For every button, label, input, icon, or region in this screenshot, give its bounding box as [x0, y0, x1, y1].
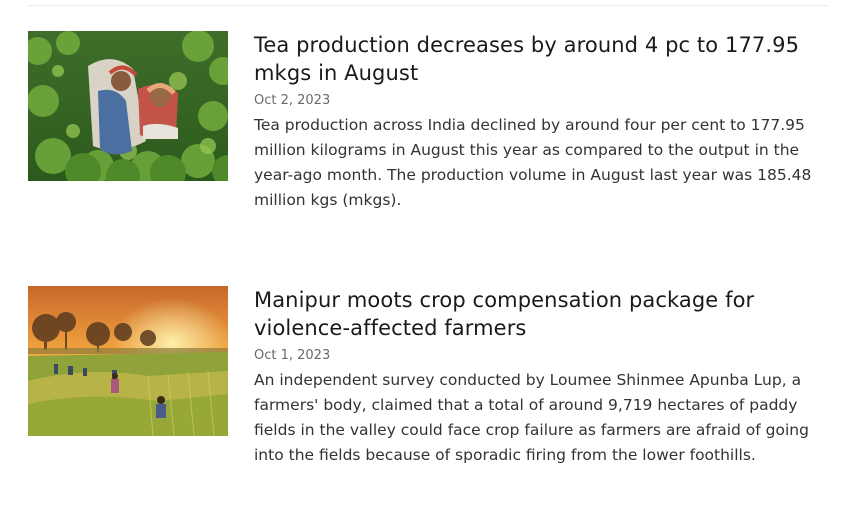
article-title[interactable]: Manipur moots crop compensation package … [254, 288, 755, 340]
article-thumbnail[interactable] [28, 286, 228, 436]
article-content: Tea production decreases by around 4 pc … [254, 31, 828, 213]
article-summary: Tea production across India declined by … [254, 116, 812, 209]
article-content: Manipur moots crop compensation package … [254, 286, 828, 468]
article-date: Oct 1, 2023 [254, 348, 331, 363]
paddy-field-sunset-photo [28, 286, 228, 436]
article-title[interactable]: Tea production decreases by around 4 pc … [254, 33, 800, 85]
article-summary: An independent survey conducted by Loume… [254, 371, 809, 464]
article-date: Oct 2, 2023 [254, 93, 331, 108]
article-thumbnail[interactable] [28, 31, 228, 181]
top-divider [28, 5, 828, 6]
tea-pickers-photo [28, 31, 228, 181]
